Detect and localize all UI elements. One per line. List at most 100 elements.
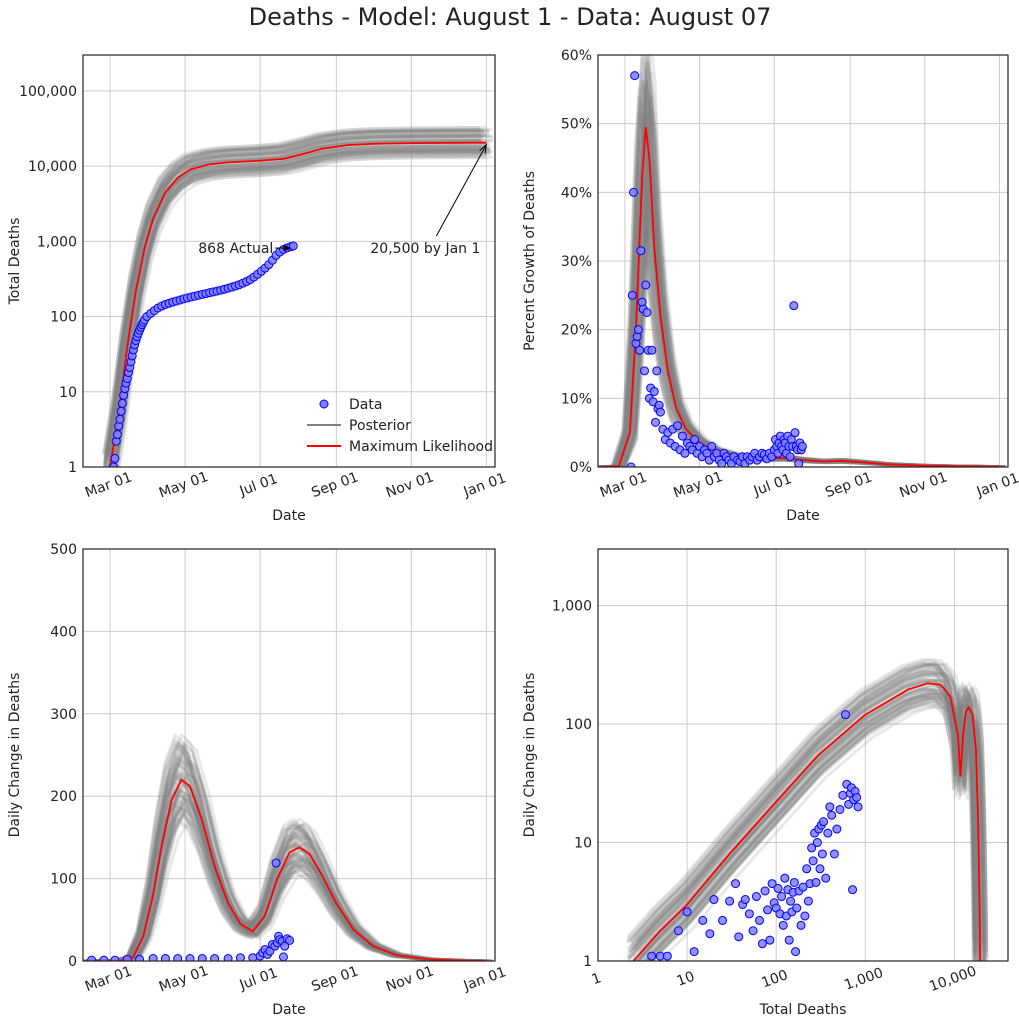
data-point bbox=[628, 187, 638, 197]
posterior-curve bbox=[83, 775, 482, 961]
posterior-curve bbox=[601, 62, 1001, 467]
x-tick-label: Sep 01 bbox=[309, 963, 360, 995]
posterior-curve bbox=[83, 816, 482, 961]
posterior-curve bbox=[626, 658, 976, 939]
data-point bbox=[647, 345, 657, 355]
posterior-curve bbox=[83, 802, 480, 961]
y-tick-label: 30% bbox=[561, 254, 592, 270]
posterior-curve bbox=[635, 666, 985, 947]
data-point bbox=[853, 802, 863, 812]
y-tick-label: 1 bbox=[68, 460, 77, 476]
posterior-curve bbox=[645, 702, 977, 961]
y-tick-label: 200 bbox=[50, 789, 77, 805]
posterior-curve bbox=[108, 133, 487, 461]
posterior-curve bbox=[644, 691, 987, 961]
data-point bbox=[682, 907, 692, 917]
data-point bbox=[789, 877, 799, 887]
grid bbox=[598, 54, 1008, 468]
data-point bbox=[636, 246, 646, 256]
data-point bbox=[87, 955, 97, 961]
x-tick-label: Jul 01 bbox=[237, 471, 280, 500]
data-point bbox=[642, 308, 652, 317]
x-axis-label: Total Deaths bbox=[759, 1002, 847, 1018]
posterior-curve bbox=[90, 790, 492, 961]
posterior-curve bbox=[85, 815, 487, 961]
posterior-curve bbox=[90, 795, 492, 961]
posterior-curve bbox=[117, 155, 494, 467]
data-point bbox=[627, 290, 637, 300]
data-point bbox=[278, 952, 288, 961]
data-point bbox=[680, 448, 690, 458]
data-point bbox=[808, 856, 818, 866]
x-tick-label: 100 bbox=[760, 967, 791, 991]
posterior-curve bbox=[106, 130, 485, 457]
posterior-curve bbox=[628, 662, 979, 943]
x-tick-label: 10,000 bbox=[927, 963, 979, 995]
y-tick-label: 300 bbox=[50, 707, 77, 723]
posterior-curve bbox=[88, 781, 490, 961]
x-tick-label: 1,000 bbox=[842, 965, 885, 994]
data-point bbox=[235, 953, 245, 961]
posterior-curve bbox=[102, 129, 481, 456]
data-series bbox=[626, 71, 807, 467]
posterior-curve bbox=[113, 149, 491, 467]
data-point bbox=[148, 954, 158, 961]
posterior-curve bbox=[107, 148, 484, 467]
y-tick-label: 100,000 bbox=[19, 84, 77, 100]
y-tick-label: 10 bbox=[59, 385, 77, 401]
data-point bbox=[734, 932, 744, 942]
posterior-curve bbox=[638, 671, 989, 952]
posterior-curve bbox=[83, 787, 485, 961]
posterior-curve bbox=[107, 144, 485, 467]
posterior-curve bbox=[639, 678, 989, 959]
posterior-curve bbox=[632, 670, 982, 951]
x-axis-label: Date bbox=[786, 508, 819, 524]
posterior-curve bbox=[115, 150, 492, 467]
x-tick-label: May 01 bbox=[671, 469, 725, 502]
legend-label-data: Data bbox=[349, 397, 382, 413]
data-point bbox=[765, 935, 775, 945]
posterior-curve bbox=[109, 156, 486, 467]
data-point bbox=[794, 459, 804, 467]
data-point bbox=[757, 939, 767, 949]
data-point bbox=[812, 838, 822, 848]
posterior-curve bbox=[115, 138, 494, 466]
data-point bbox=[652, 366, 662, 376]
posterior-curve bbox=[635, 663, 985, 944]
posterior-curve bbox=[649, 696, 987, 961]
total-deaths-chart: Mar 01 May 01 Jul 01 Sep 01 Nov 01 Jan 01 1 10 1… bbox=[7, 54, 508, 524]
posterior-curve bbox=[626, 679, 977, 960]
y-tick-label: 0% bbox=[570, 460, 592, 476]
data-point bbox=[690, 435, 700, 445]
x-tick-label: Nov 01 bbox=[384, 469, 436, 501]
y-axis-label: Percent Growth of Deaths bbox=[522, 171, 538, 351]
posterior-curve bbox=[626, 663, 976, 944]
data-point bbox=[848, 885, 858, 895]
annotation-actual: 868 Actual bbox=[198, 241, 273, 257]
data-point bbox=[798, 882, 808, 892]
posterior-curve bbox=[103, 139, 481, 466]
data-point bbox=[835, 804, 845, 814]
posterior-curve bbox=[115, 134, 493, 461]
x-tick-label: 1 bbox=[590, 970, 604, 988]
data-point bbox=[748, 926, 758, 936]
posterior-curve bbox=[103, 149, 480, 467]
posterior-curve bbox=[83, 773, 481, 961]
data-point bbox=[790, 428, 800, 438]
posterior-curve bbox=[113, 148, 491, 467]
posterior-band bbox=[625, 658, 989, 961]
posterior-curve bbox=[104, 135, 483, 462]
posterior-curve bbox=[106, 129, 485, 456]
data-point bbox=[751, 892, 761, 902]
posterior-curve bbox=[83, 802, 480, 961]
plot-area bbox=[598, 55, 1007, 467]
posterior-curve bbox=[85, 813, 487, 961]
posterior-curve bbox=[113, 151, 491, 467]
data-point bbox=[115, 414, 125, 424]
data-point bbox=[807, 843, 817, 853]
y-tick-label: 100 bbox=[50, 310, 77, 326]
posterior-curve bbox=[625, 660, 976, 941]
data-point bbox=[796, 920, 806, 930]
posterior-curve bbox=[642, 688, 987, 961]
posterior-curve bbox=[645, 693, 986, 961]
